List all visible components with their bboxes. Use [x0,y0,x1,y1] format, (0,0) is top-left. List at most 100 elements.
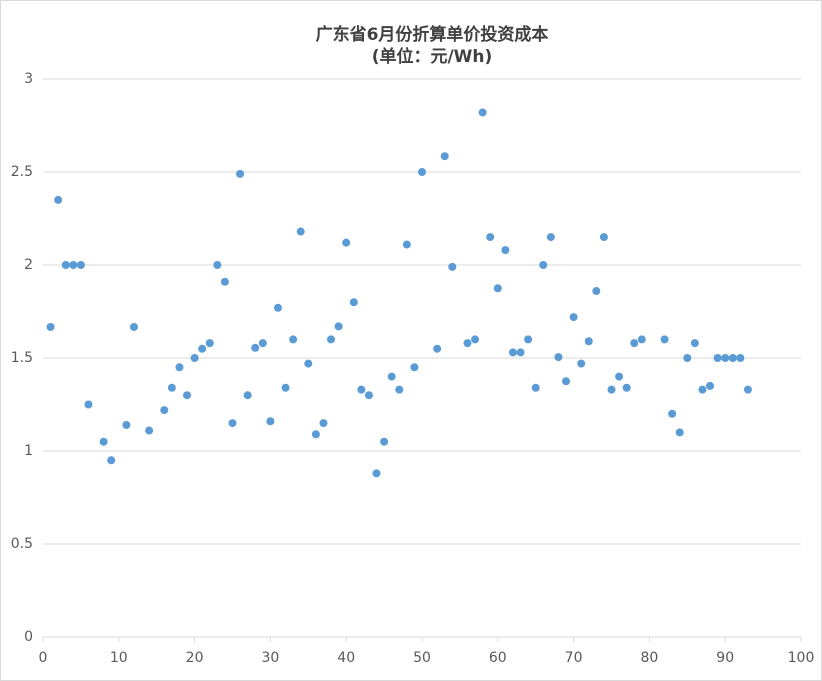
point [493,284,502,293]
point [61,261,70,269]
point [251,343,260,352]
point [145,426,154,435]
x-tick-label: 90 [716,650,734,666]
point [342,238,351,247]
y-tick-label: 2.5 [11,164,33,180]
point [296,227,305,236]
point [319,419,328,428]
point [577,359,586,368]
point [592,287,601,296]
point [107,456,116,465]
point [471,335,480,344]
point [675,428,684,437]
point [220,277,229,286]
chart-title: 广东省6月份折算单价投资成本 [316,24,549,45]
point [622,383,631,392]
point [334,322,343,331]
point [531,383,540,392]
x-tick-label: 60 [489,650,507,666]
point [668,409,677,418]
point [122,420,131,429]
point [289,335,298,344]
y-tick-label: 0 [24,629,33,645]
point [213,261,222,269]
point [418,168,426,176]
point [615,372,624,381]
point [440,152,449,161]
point [190,354,199,362]
point [683,354,692,362]
x-tick-label: 0 [39,650,48,666]
point [281,383,290,392]
y-tick-label: 3 [24,71,33,87]
point [402,240,411,249]
point [736,354,745,362]
point [205,339,214,348]
point [54,195,63,204]
point [99,437,108,446]
point [395,385,404,394]
point [516,348,525,357]
point [327,335,336,344]
point [630,339,639,348]
point [387,372,396,381]
point [380,437,389,446]
point [167,383,176,392]
point [69,261,78,269]
x-tick-label: 100 [788,650,815,666]
point [690,339,699,348]
point [524,335,533,344]
point [463,339,472,348]
point [84,400,93,409]
point [713,354,722,362]
chart-subtitle: (单位：元/Wh) [372,46,493,67]
point [599,233,608,242]
point [721,354,730,362]
x-tick-label: 50 [413,650,431,666]
y-tick-label: 1 [24,443,33,459]
point [486,233,495,242]
point [706,381,715,390]
x-tick-label: 10 [110,650,128,666]
point [508,348,517,357]
x-tick-label: 40 [337,650,355,666]
y-tick-label: 1.5 [11,350,33,366]
x-tick-label: 30 [261,650,279,666]
point [364,391,373,400]
point [410,363,419,372]
x-tick-label: 20 [186,650,204,666]
point [76,261,85,269]
point [228,419,237,428]
point [554,353,563,362]
point [584,337,593,346]
point [236,169,245,178]
point [198,344,207,353]
point [243,391,252,400]
point [304,359,313,368]
point [448,262,457,271]
point [160,406,169,415]
point [607,385,616,394]
point [311,430,320,439]
point [357,385,366,394]
point [266,417,275,426]
point [175,363,184,372]
point [569,313,578,322]
point [501,246,510,255]
point [349,298,358,307]
point [46,322,55,331]
y-tick-label: 0.5 [11,536,33,552]
point [273,303,282,312]
point [698,385,707,394]
point [258,339,267,348]
point [478,108,487,117]
point [660,335,669,344]
point [372,469,381,478]
point [539,261,548,269]
x-tick-label: 80 [640,650,658,666]
point [433,344,442,353]
point [743,385,752,394]
point [728,354,737,362]
